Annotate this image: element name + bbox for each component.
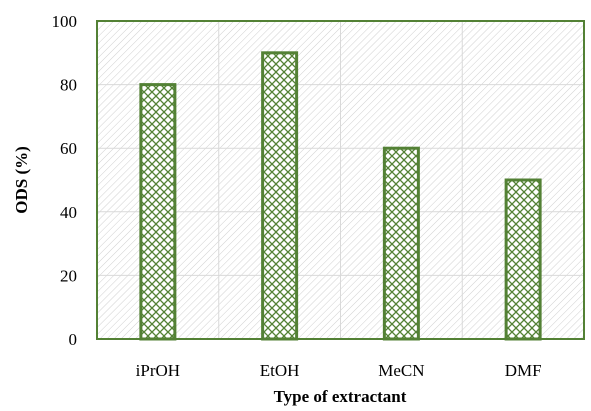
bars <box>139 51 542 341</box>
y-tick-label: 0 <box>69 330 78 349</box>
bar-iproh <box>139 83 177 341</box>
bar-etoh <box>261 51 299 341</box>
y-tick-label: 20 <box>60 266 77 285</box>
y-tick-label: 60 <box>60 139 77 158</box>
x-tick-label: EtOH <box>260 361 300 380</box>
y-axis-ticks: 0 20 40 60 80 100 <box>52 12 78 349</box>
x-axis-ticks: iPrOH EtOH MeCN DMF <box>136 361 542 380</box>
x-tick-label: DMF <box>505 361 542 380</box>
y-tick-label: 100 <box>52 12 78 31</box>
x-tick-label: MeCN <box>378 361 424 380</box>
x-axis-title: Type of extractant <box>274 387 407 406</box>
y-tick-label: 40 <box>60 203 77 222</box>
y-axis-title: ODS (%) <box>12 146 31 214</box>
bar-mecn <box>382 146 420 341</box>
x-tick-label: iPrOH <box>136 361 180 380</box>
grid-lines <box>97 21 584 339</box>
y-tick-label: 80 <box>60 76 77 95</box>
plot-border <box>96 20 585 340</box>
bar-dmf <box>504 178 542 341</box>
